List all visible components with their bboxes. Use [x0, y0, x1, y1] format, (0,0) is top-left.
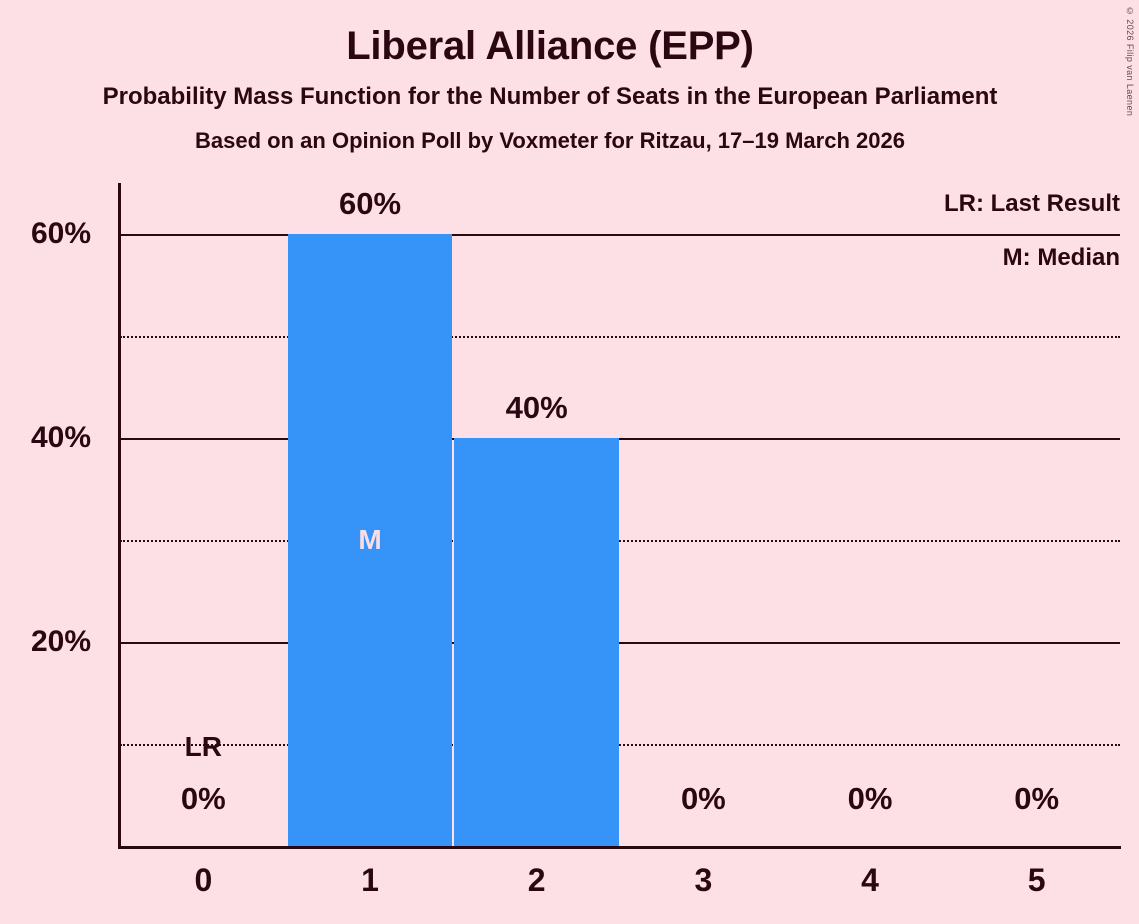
legend-item-last-result: LR: Last Result — [943, 190, 1120, 217]
x-axis-tick-label: 1 — [361, 862, 379, 898]
copyright-notice: © 2026 Filip van Laenen — [1125, 6, 1135, 117]
x-axis-tick-label: 4 — [861, 862, 879, 898]
x-axis-tick-labels: 0 1 2 3 4 5 — [120, 862, 1120, 899]
y-axis-tick-label: 20% — [30, 625, 91, 658]
gridline-minor — [120, 744, 1120, 746]
gridline-major — [120, 438, 1120, 440]
x-axis-tick-label: 3 — [694, 862, 713, 898]
chart-subtitle: Probability Mass Function for the Number… — [102, 83, 998, 110]
bar-value-label: 0% — [180, 781, 226, 816]
bar-slot[interactable]: 60% M — [287, 183, 454, 846]
chart-header: Liberal Alliance (EPP) Probability Mass … — [0, 0, 1100, 154]
bar-slot[interactable]: 0% — [620, 183, 787, 846]
y-axis-spine — [118, 183, 121, 846]
bar-slot[interactable]: 0% — [787, 183, 954, 846]
y-axis-tick-label: 60% — [30, 217, 91, 250]
x-axis-spine — [118, 846, 1121, 849]
x-axis-tick-label: 2 — [527, 862, 546, 898]
bar-slot[interactable]: 0% — [953, 183, 1120, 846]
x-axis-tick-label: 5 — [1027, 862, 1046, 898]
gridline-major — [120, 234, 1120, 236]
bar[interactable] — [287, 234, 453, 846]
x-axis-tick-label: 0 — [194, 862, 213, 898]
plot-area: 20% 40% 60% 0% LR 60% M 40% 0% 0% 0% — [31, 183, 1121, 849]
gridline-minor — [120, 336, 1120, 338]
bar-value-label: 40% — [505, 390, 568, 425]
median-marker: M — [358, 524, 382, 555]
last-result-marker: LR — [184, 731, 222, 762]
bar[interactable] — [454, 438, 620, 846]
bar-value-label: 0% — [1014, 781, 1060, 816]
bar-value-label: 0% — [847, 781, 893, 816]
bar-value-label: 60% — [338, 186, 402, 221]
page-title: Liberal Alliance (EPP) — [346, 24, 754, 68]
bars-group: 0% LR 60% M 40% 0% 0% 0% — [120, 183, 1120, 846]
bar-value-label: 0% — [680, 781, 726, 816]
bar-slot[interactable]: 40% — [453, 183, 620, 846]
chart-legend: LR: Last Result M: Median — [944, 183, 1120, 270]
chart-source-line: Based on an Opinion Poll by Voxmeter for… — [195, 128, 905, 154]
gridline-minor — [120, 540, 1120, 542]
legend-item-median: M: Median — [1002, 244, 1120, 271]
y-axis-tick-label: 40% — [30, 421, 91, 454]
gridline-major — [120, 642, 1120, 644]
bar-slot[interactable]: 0% LR — [120, 183, 287, 846]
